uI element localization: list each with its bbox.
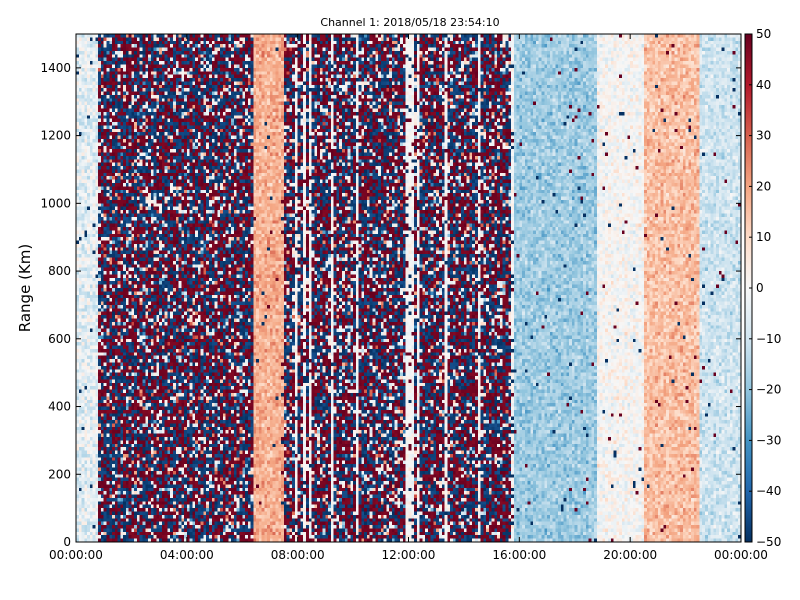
x-tick-label: 12:00:00 — [382, 548, 436, 562]
x-axis: 00:00:00 04:00:00 08:00:00 12:00:00 16:00:00… — [49, 34, 768, 562]
x-tick-label: 08:00:00 — [271, 548, 325, 562]
x-tick-label: 00:00:00 — [49, 548, 103, 562]
colorbar-tick-label: −50 — [756, 535, 781, 549]
y-axis-label: Range (Km) — [16, 244, 34, 332]
colorbar-tick-label: 50 — [756, 27, 771, 41]
colorbar-tick-label: 30 — [756, 129, 771, 143]
colorbar-axis: 50 40 30 20 10 0 −10 −20 −30 −40 −50 — [749, 27, 781, 549]
colorbar-tick-label: 20 — [756, 179, 771, 193]
heatmap-cells — [76, 34, 741, 542]
heatmap-plot — [76, 34, 741, 542]
y-tick-label: 200 — [48, 467, 71, 481]
x-tick-label: 04:00:00 — [160, 548, 214, 562]
x-tick-label: 00:00:00 — [714, 548, 768, 562]
y-tick-label: 1200 — [40, 129, 71, 143]
y-tick-label: 800 — [48, 264, 71, 278]
colorbar-tick-label: 0 — [756, 281, 764, 295]
colorbar-tick-label: −20 — [756, 383, 781, 397]
x-tick-label: 20:00:00 — [603, 548, 657, 562]
y-tick-label: 1400 — [40, 61, 71, 75]
colorbar-tick-label: −10 — [756, 332, 781, 346]
y-tick-label: 400 — [48, 400, 71, 414]
y-tick-label: 0 — [63, 535, 71, 549]
x-tick-label: 16:00:00 — [492, 548, 546, 562]
y-tick-label: 1000 — [40, 196, 71, 210]
colorbar-tick-label: −40 — [756, 484, 781, 498]
chart-title: Channel 1: 2018/05/18 23:54:10 — [320, 16, 499, 29]
y-axis: 0 200 400 600 800 1000 1200 1400 — [40, 61, 741, 549]
y-tick-label: 600 — [48, 332, 71, 346]
colorbar-tick-label: 10 — [756, 230, 771, 244]
colorbar-tick-label: −30 — [756, 433, 781, 447]
colorbar-tick-label: 40 — [756, 78, 771, 92]
